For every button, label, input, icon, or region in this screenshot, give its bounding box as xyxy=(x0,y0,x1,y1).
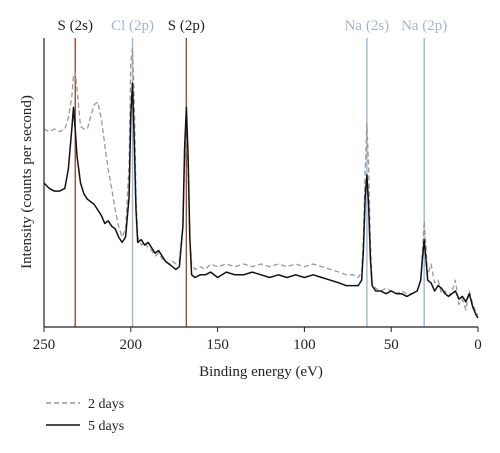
x-axis-title: Binding energy (eV) xyxy=(199,364,323,380)
axes xyxy=(43,38,478,328)
legend: 2 days 5 days xyxy=(46,397,124,434)
y-axis-title: Intensity (counts per second) xyxy=(19,95,35,269)
x-tick-label-200: 200 xyxy=(120,337,143,353)
series-layer xyxy=(43,47,479,319)
peak-label-2: S (2p) xyxy=(168,18,205,34)
series-line-2-days xyxy=(43,47,479,316)
x-tick-label-100: 100 xyxy=(293,337,316,353)
peak-label-4: Na (2p) xyxy=(401,18,447,34)
legend-label-2-days: 2 days xyxy=(88,397,124,412)
x-tick-label-150: 150 xyxy=(206,337,229,353)
peak-label-3: Na (2s) xyxy=(345,18,390,34)
x-tick-labels: 250 200 150 100 50 0 xyxy=(33,327,482,353)
x-tick-label-50: 50 xyxy=(384,337,399,353)
x-tick-label-250: 250 xyxy=(33,337,56,353)
peak-label-0: S (2s) xyxy=(58,18,93,34)
peak-annotations: S (2s) Cl (2p) S (2p) Na (2s) Na (2p) xyxy=(58,18,447,327)
x-tick-label-0: 0 xyxy=(474,337,482,353)
peak-label-1: Cl (2p) xyxy=(111,18,154,34)
legend-label-5-days: 5 days xyxy=(88,419,124,434)
series-line-5-days xyxy=(43,82,479,319)
